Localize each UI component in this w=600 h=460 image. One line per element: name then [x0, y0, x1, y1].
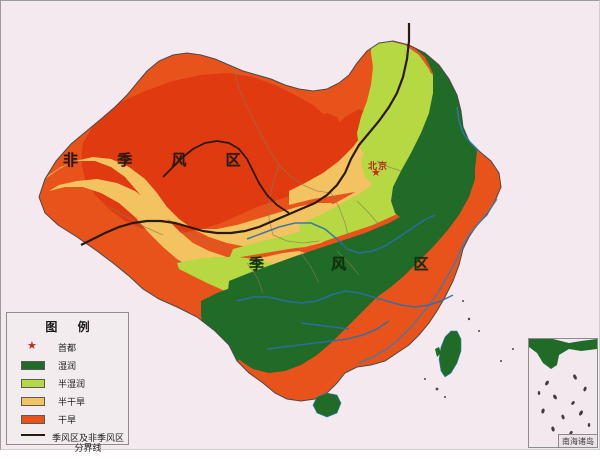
river-south-branch — [300, 322, 350, 330]
legend-title: 图 例 — [45, 320, 98, 334]
map-legend: 图 例 ★ 首都 湿润 半湿润 半干旱 干旱 季风区及非季风区 分界线 — [6, 312, 129, 454]
legend-swatch-semi-humid — [21, 378, 45, 388]
legend-swatch-humid — [21, 360, 45, 370]
zone-semi-arid-tibet-north — [45, 157, 345, 249]
legend-item-arid: 干旱 — [7, 410, 128, 428]
island-hainan — [312, 392, 342, 418]
legend-line-icon — [21, 434, 45, 436]
island-taiwan — [438, 330, 462, 378]
legend-label-capital: 首都 — [58, 343, 77, 354]
legend-label-boundary-1: 季风区及非季风区 — [52, 434, 125, 444]
river-pearl — [266, 320, 390, 350]
river-yellow — [246, 214, 436, 254]
legend-label-arid: 干旱 — [58, 415, 77, 426]
sea-inset-canvas — [529, 339, 597, 436]
legend-label-semi-arid: 半干旱 — [58, 397, 86, 408]
south-china-sea-inset: 南海诸岛 — [528, 338, 598, 448]
zone-humid-south-main — [227, 129, 473, 373]
legend-star-icon: ★ — [27, 338, 37, 352]
legend-item-semi-arid: 半干旱 — [7, 392, 128, 410]
legend-swatch-arid — [21, 414, 45, 424]
zone-semi-humid-tibet-edge — [299, 133, 421, 241]
monsoon-boundary-line — [80, 23, 411, 246]
legend-item-capital: ★ 首都 — [7, 338, 128, 356]
island-penghu — [435, 347, 441, 357]
map-canvas — [38, 23, 514, 418]
legend-item-boundary: 季风区及非季风区 分界线 — [7, 428, 128, 460]
legend-label-humid: 湿润 — [58, 361, 77, 372]
legend-label-semi-humid: 半湿润 — [58, 379, 86, 390]
legend-item-humid: 湿润 — [7, 356, 128, 374]
coastline-detail — [358, 106, 498, 364]
sea-inset-label: 南海诸岛 — [558, 434, 597, 447]
rivers — [236, 214, 454, 350]
monsoon-boundary-line-upper — [162, 140, 290, 214]
legend-swatch-semi-arid — [21, 396, 45, 406]
river-yangtze — [236, 290, 454, 308]
climate-zones — [39, 41, 501, 401]
zone-humid-southeast-coast — [343, 149, 475, 309]
legend-label-boundary-wrap: 季风区及非季风区 分界线 — [52, 434, 124, 454]
province-borders — [108, 66, 402, 294]
sea-islets — [424, 300, 514, 398]
legend-item-semi-humid: 半湿润 — [7, 374, 128, 392]
legend-label-boundary-2: 分界线 — [74, 444, 102, 454]
zone-arid-lobe-north — [301, 113, 341, 149]
